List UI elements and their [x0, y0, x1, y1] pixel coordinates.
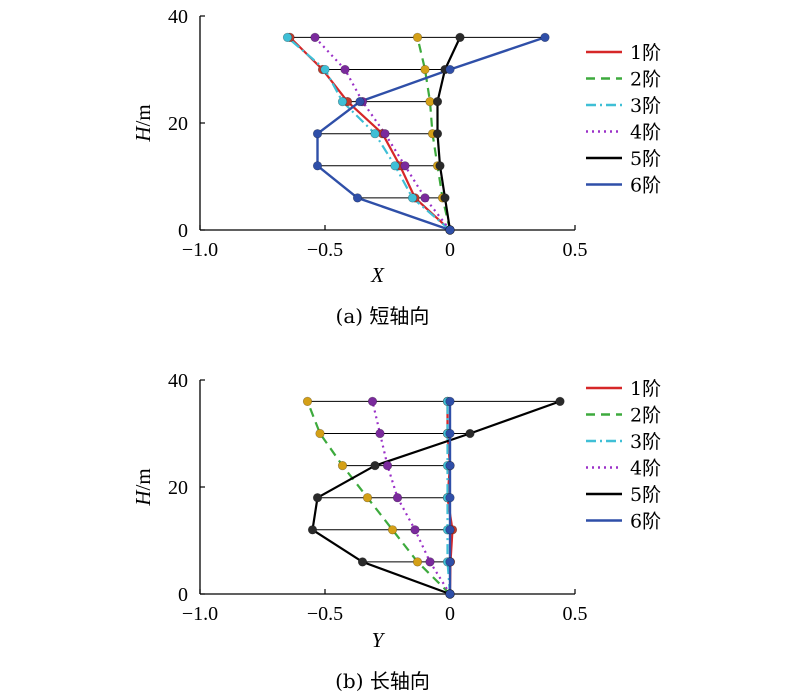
data-point [445, 525, 455, 535]
data-point [555, 396, 565, 407]
legend-label-5: 5阶 [630, 148, 661, 170]
data-point [412, 32, 423, 43]
data-point [362, 493, 373, 503]
data-point [310, 32, 320, 43]
data-point [455, 32, 465, 43]
data-point [357, 557, 368, 567]
y-tick-label: 0 [178, 220, 188, 242]
data-point [352, 193, 363, 203]
panel-b: −1.0 −0.5 0 0.5 0 20 40 H/m Y (b) 长轴向 1阶 2阶 3阶 4阶 5阶 6阶 [131, 370, 661, 693]
y-tick-label: 20 [168, 477, 188, 499]
legend-label-6: 6阶 [630, 175, 661, 197]
legend-label-6: 6阶 [630, 511, 661, 533]
data-point [367, 396, 378, 407]
data-point [320, 64, 330, 75]
data-point [380, 129, 390, 139]
data-point [445, 493, 455, 503]
panel-caption: (b) 长轴向 [335, 669, 430, 693]
data-point [420, 193, 430, 203]
data-point [355, 96, 365, 107]
data-point [420, 64, 430, 75]
x-tick-label: −0.5 [307, 603, 343, 625]
data-point [410, 525, 420, 535]
y-tick-label: 20 [168, 113, 188, 135]
x-axis-label: X [370, 263, 385, 287]
legend-label-5: 5阶 [630, 484, 661, 506]
legend-label-1: 1阶 [630, 42, 661, 64]
data-point [412, 557, 423, 567]
x-tick-label: −0.5 [307, 239, 343, 261]
data-point [375, 428, 385, 439]
y-tick-label: 0 [178, 584, 188, 606]
data-point [337, 461, 348, 471]
data-point [445, 461, 455, 471]
y-axis-label: H/m [131, 468, 155, 506]
x-tick-label: 0.5 [563, 239, 588, 261]
data-point [445, 557, 455, 567]
data-point [315, 428, 325, 439]
data-point [540, 32, 550, 43]
data-point [440, 193, 450, 203]
data-point [432, 129, 443, 139]
y-axis-label: H/m [131, 104, 155, 142]
data-point [400, 161, 410, 171]
y-tick-label: 40 [168, 370, 188, 392]
data-point [307, 525, 318, 535]
panel-caption: (a) 短轴向 [336, 304, 430, 328]
data-point [432, 96, 443, 107]
data-point [370, 129, 380, 139]
data-point [390, 161, 400, 171]
data-point [340, 64, 350, 75]
data-point [312, 129, 323, 139]
y-tick-label: 40 [168, 6, 188, 28]
data-point [445, 64, 455, 75]
data-point [445, 225, 455, 235]
x-tick-label: −1.0 [182, 603, 218, 625]
x-tick-label: 0.5 [563, 603, 588, 625]
panel-a: −1.0 −0.5 0 0.5 0 20 40 H/m X (a) 短轴向 1阶 2阶 3阶 4阶 5阶 6阶 [131, 6, 661, 328]
x-tick-label: 0 [445, 239, 455, 261]
x-axis-label: Y [372, 628, 386, 652]
data-point [312, 493, 323, 503]
data-point [337, 96, 348, 107]
legend-label-3: 3阶 [630, 95, 661, 117]
data-point [445, 428, 455, 439]
data-point [382, 461, 393, 471]
legend-label-4: 4阶 [630, 458, 661, 480]
legend-label-2: 2阶 [630, 405, 661, 427]
data-point [435, 161, 445, 171]
data-point [445, 589, 455, 599]
data-point [392, 493, 403, 503]
data-point [425, 557, 435, 567]
data-point [445, 396, 455, 407]
data-point [407, 193, 418, 203]
data-point [387, 525, 398, 535]
legend-label-1: 1阶 [630, 378, 661, 400]
data-point [465, 428, 475, 439]
legend-label-3: 3阶 [630, 431, 661, 453]
legend-label-2: 2阶 [630, 69, 661, 91]
data-point [282, 32, 293, 43]
data-point [312, 161, 323, 171]
legend-label-4: 4阶 [630, 122, 661, 144]
data-point [302, 396, 313, 407]
data-point [370, 461, 380, 471]
x-tick-label: −1.0 [182, 239, 218, 261]
x-tick-label: 0 [445, 603, 455, 625]
